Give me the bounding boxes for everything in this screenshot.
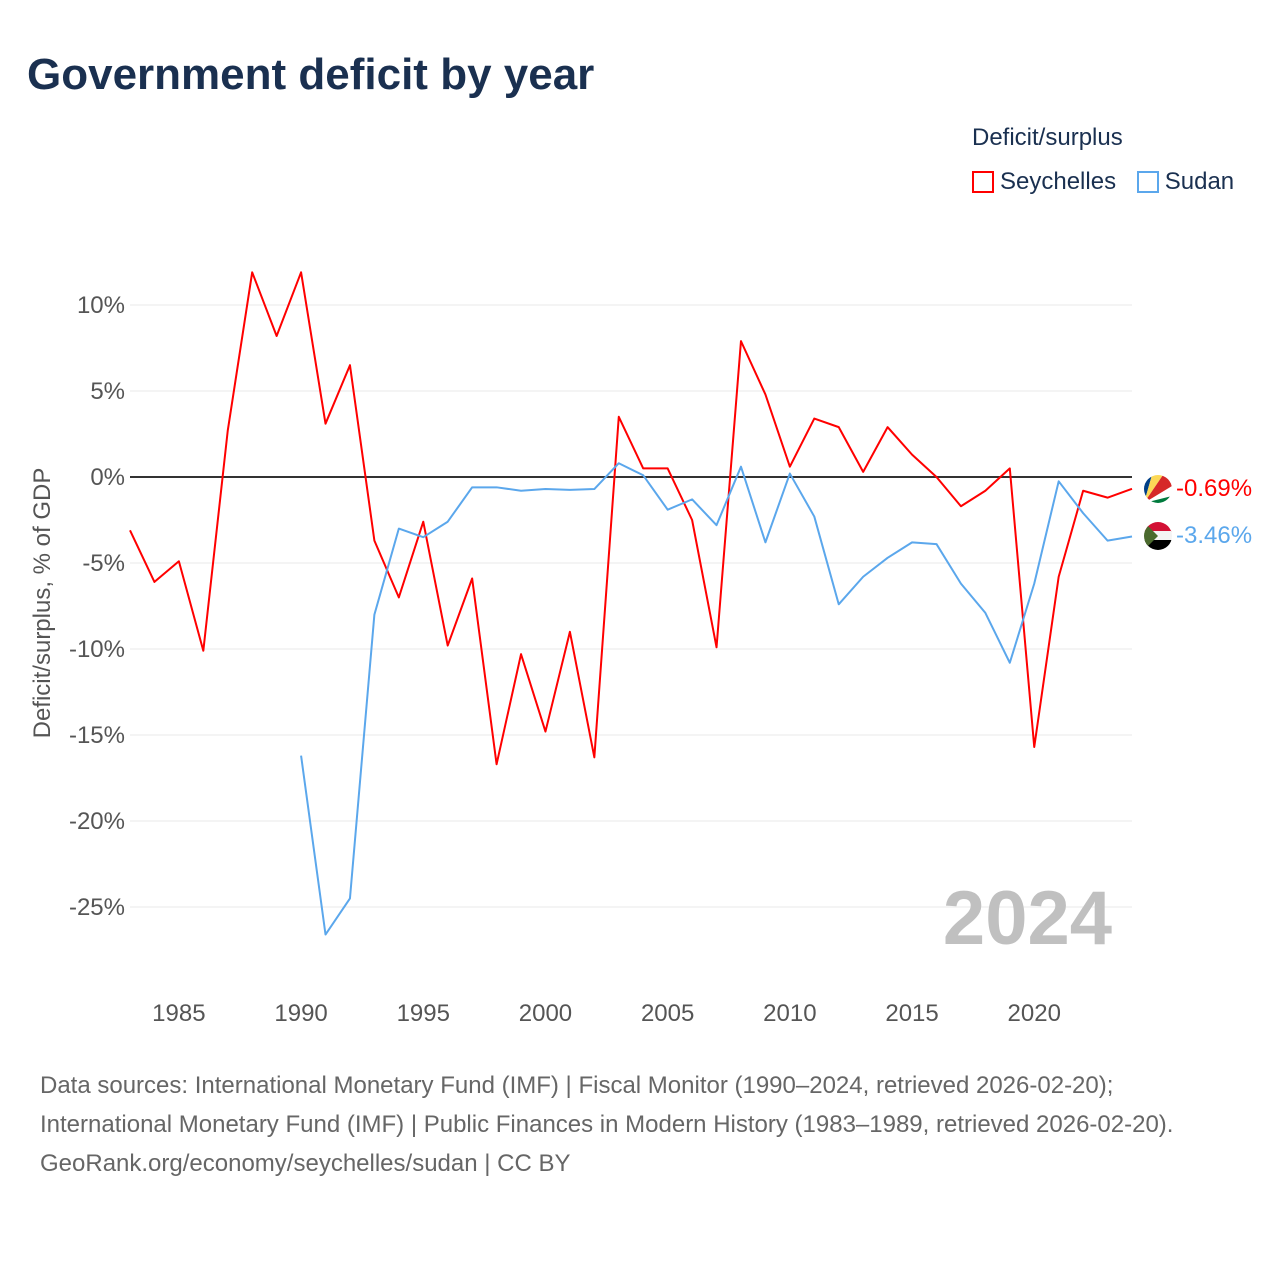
legend-swatch [972,171,994,193]
x-tick-label: 1985 [152,1000,205,1027]
x-tick-label: 2010 [763,1000,816,1027]
data-sources: Data sources: International Monetary Fun… [40,1072,1174,1138]
x-tick-label: 2000 [519,1000,572,1027]
chart-title: Government deficit by year [27,50,595,99]
x-tick-label: 1990 [274,1000,327,1027]
legend-label: Seychelles [1000,168,1117,195]
credit-link[interactable]: GeoRank.org/economy/seychelles/sudan | C… [40,1150,571,1177]
y-tick-label: -25% [69,894,125,921]
x-tick-label: 2020 [1008,1000,1061,1027]
series-line-seychelles[interactable] [129,271,1133,766]
y-tick-label: -20% [69,808,125,835]
x-tick-label: 2005 [641,1000,694,1027]
series-line-sudan[interactable] [300,462,1133,936]
flag-seychelles-icon [1144,475,1172,503]
legend: Deficit/surplus Seychelles Sudan [972,124,1234,200]
legend-label: Sudan [1164,168,1235,195]
x-tick-label: 1995 [397,1000,450,1027]
legend-swatch [1136,171,1159,193]
y-tick-label: 10% [77,292,125,319]
year-watermark: 2024 [943,876,1112,961]
x-tick-label: 2015 [885,1000,938,1027]
legend-item-seychelles[interactable]: Seychelles [972,168,1116,196]
legend-title: Deficit/surplus [972,124,1123,151]
legend-item-sudan[interactable]: Sudan [1136,168,1235,196]
y-tick-label: 0% [90,464,125,491]
y-tick-label: 5% [90,378,125,405]
line-chart: 10% 5% 0% -5% -10% -15% -20% -25% 1985 1990 1995 20… [29,271,1252,1027]
end-label-sudan: -3.46% [1176,522,1252,549]
y-tick-label: -15% [69,722,125,749]
y-tick-label: -5% [82,550,125,577]
flag-sudan-icon [1144,522,1172,550]
end-label-seychelles: -0.69% [1176,475,1252,502]
y-tick-label: -10% [69,636,125,663]
y-axis-label: Deficit/surplus, % of GDP [29,468,56,739]
footer: Data sources: International Monetary Fun… [40,1066,1240,1183]
